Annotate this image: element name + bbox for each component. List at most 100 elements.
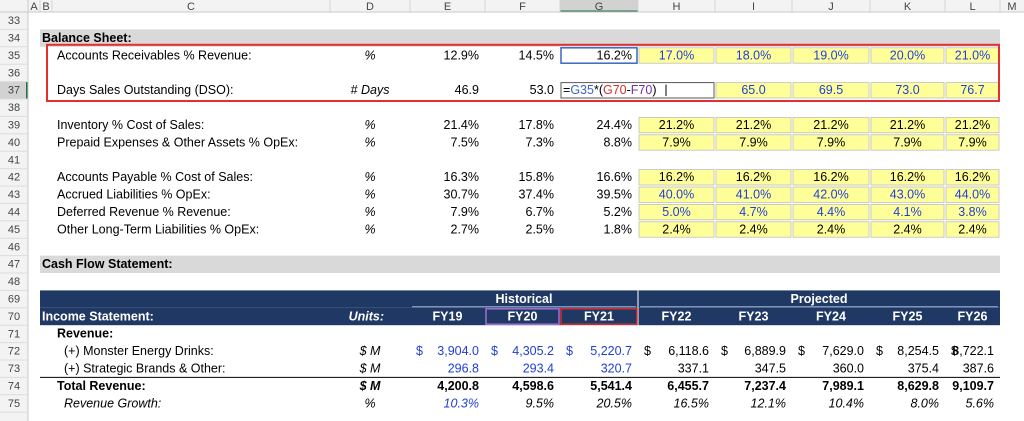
cell[interactable]: 6.7% <box>526 205 555 219</box>
cell[interactable]: % <box>364 135 375 149</box>
cell[interactable]: 16.2% <box>659 170 694 184</box>
cell[interactable]: 1.8% <box>604 222 633 236</box>
row-number[interactable]: 38 <box>8 102 20 114</box>
cell[interactable]: Revenue Growth: <box>64 396 161 410</box>
cell[interactable]: 320.7 <box>601 361 632 375</box>
cell[interactable]: 2.4% <box>662 222 691 236</box>
cell[interactable]: 21.2% <box>890 118 925 132</box>
cell[interactable]: 375.4 <box>908 361 939 375</box>
cell[interactable]: 7.3% <box>526 135 555 149</box>
cell[interactable]: 12.9% <box>444 48 479 62</box>
cell[interactable]: 7.9% <box>958 135 987 149</box>
cell[interactable]: 76.7 <box>960 83 984 97</box>
cell[interactable]: 16.2% <box>736 170 771 184</box>
row-number[interactable]: 46 <box>8 241 20 253</box>
cell[interactable]: FY21 <box>584 309 614 323</box>
cell[interactable]: Projected <box>791 292 848 306</box>
cell[interactable]: Days Sales Outstanding (DSO): <box>57 83 233 97</box>
column-header[interactable]: I <box>752 1 755 13</box>
cell[interactable]: 44.0% <box>955 187 990 201</box>
row-number[interactable]: 35 <box>8 50 20 62</box>
cell[interactable]: FY22 <box>662 309 692 323</box>
cell[interactable]: FY25 <box>893 309 923 323</box>
cell-value[interactable]: 4,305.2 <box>512 344 554 358</box>
cell[interactable]: 73.0 <box>895 83 919 97</box>
cell[interactable]: 7.9% <box>662 135 691 149</box>
cell[interactable]: 3.8% <box>958 205 987 219</box>
cell[interactable]: 24.4% <box>597 118 632 132</box>
cell[interactable]: Inventory % Cost of Sales: <box>57 118 204 132</box>
cell[interactable]: FY23 <box>739 309 769 323</box>
cell[interactable]: 2.4% <box>893 222 922 236</box>
row-number[interactable]: 34 <box>8 33 20 45</box>
cell[interactable]: 17.0% <box>659 48 694 62</box>
column-header[interactable]: C <box>187 1 195 13</box>
column-header[interactable]: M <box>1007 1 1016 13</box>
cell[interactable]: Prepaid Expenses & Other Assets % OpEx: <box>57 135 298 149</box>
cell[interactable]: 42.0% <box>813 187 848 201</box>
cell[interactable]: 21.0% <box>955 48 990 62</box>
cell[interactable]: 16.2% <box>890 170 925 184</box>
cell[interactable]: 5,541.4 <box>590 379 632 393</box>
cell[interactable]: 387.6 <box>963 361 994 375</box>
cell[interactable]: 10.4% <box>829 396 864 410</box>
cell[interactable]: % <box>364 48 375 62</box>
cell[interactable]: 7.9% <box>893 135 922 149</box>
row-number[interactable]: 69 <box>8 294 20 306</box>
cell-value[interactable]: 3,904.0 <box>437 344 479 358</box>
cell[interactable]: 296.8 <box>448 361 479 375</box>
cell[interactable]: 37.4% <box>519 187 554 201</box>
cell[interactable]: 360.0 <box>833 361 864 375</box>
row-number[interactable]: 47 <box>8 259 20 271</box>
cell[interactable]: 4,200.8 <box>437 379 479 393</box>
row-number[interactable]: 70 <box>8 311 20 323</box>
cell[interactable]: 293.4 <box>523 361 554 375</box>
cell[interactable]: 2.4% <box>817 222 846 236</box>
cell[interactable]: Revenue: <box>57 327 113 341</box>
cell[interactable]: $ M <box>359 361 381 375</box>
cell[interactable]: 21.4% <box>444 118 479 132</box>
column-header[interactable]: G <box>595 1 604 13</box>
cell[interactable]: 8.8% <box>604 135 633 149</box>
column-header[interactable]: L <box>969 1 975 13</box>
cell[interactable]: 30.7% <box>444 187 479 201</box>
row-number[interactable]: 43 <box>8 189 20 201</box>
cell-value[interactable]: 6,118.6 <box>668 344 709 358</box>
cell[interactable]: Accounts Receivables % Revenue: <box>57 48 252 62</box>
cell[interactable]: 16.2% <box>955 170 990 184</box>
cell[interactable]: 4.7% <box>739 205 768 219</box>
cell[interactable]: (+) Monster Energy Drinks: <box>64 344 214 358</box>
row-number[interactable]: 74 <box>8 381 20 393</box>
cell[interactable]: 8,629.8 <box>897 379 939 393</box>
cell[interactable]: 16.5% <box>674 396 709 410</box>
row-number[interactable]: 72 <box>8 346 20 358</box>
cell[interactable]: 2.4% <box>958 222 987 236</box>
column-header[interactable]: E <box>444 1 451 13</box>
cell[interactable]: 4.1% <box>893 205 922 219</box>
row-number[interactable]: 45 <box>8 224 20 236</box>
cell[interactable]: 21.2% <box>659 118 694 132</box>
cell[interactable]: 4,598.6 <box>512 379 554 393</box>
cell[interactable]: 16.6% <box>597 170 632 184</box>
cell[interactable]: 4.4% <box>817 205 846 219</box>
cell[interactable]: % <box>364 396 375 410</box>
cell[interactable]: 17.8% <box>519 118 554 132</box>
column-header[interactable]: F <box>519 1 526 13</box>
column-header[interactable]: K <box>904 1 912 13</box>
column-header[interactable]: H <box>673 1 681 13</box>
row-number[interactable]: 48 <box>8 276 20 288</box>
cell[interactable]: Balance Sheet: <box>42 31 132 45</box>
cell[interactable]: 9.5% <box>526 396 555 410</box>
cell[interactable]: Total Revenue: <box>57 379 146 393</box>
cell[interactable]: 9,109.7 <box>952 379 994 393</box>
cell[interactable]: Income Statement: <box>42 309 154 323</box>
cell[interactable]: 43.0% <box>890 187 925 201</box>
cell-value[interactable]: 7,629.0 <box>822 344 864 358</box>
cell[interactable]: 5.2% <box>604 205 633 219</box>
cell[interactable]: 16.3% <box>444 170 479 184</box>
cell[interactable]: 2.7% <box>451 222 480 236</box>
cell[interactable]: 5.0% <box>662 205 691 219</box>
cell-value[interactable]: 8,254.5 <box>897 344 939 358</box>
cell[interactable]: 40.0% <box>659 187 694 201</box>
cell[interactable]: Other Long-Term Liabilities % OpEx: <box>57 222 259 236</box>
